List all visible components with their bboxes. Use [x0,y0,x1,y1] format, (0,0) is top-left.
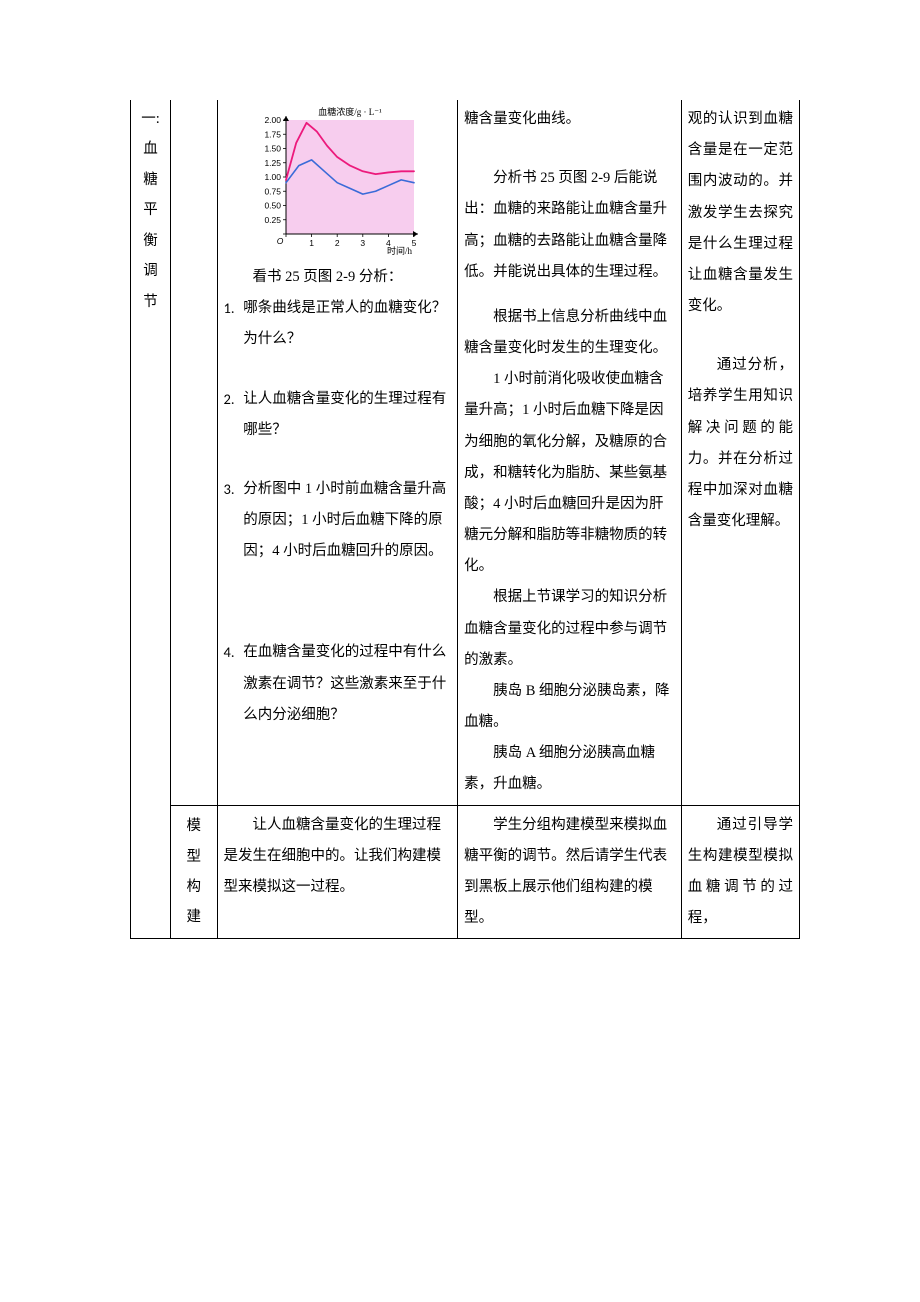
sub-label-cell: 模 型 构 建 [171,805,217,939]
sa-p2: 分析书 25 页图 2-9 后能说出：血糖的来路能让血糖含量升高；血糖的去路能让… [464,163,675,288]
sa2-p: 学生分组构建模型来模拟血糖平衡的调节。然后请学生代表到黑板上展示他们组构建的模型… [464,810,675,935]
sec-char: 平 [137,195,164,225]
sa-p4: 1 小时前消化吸收使血糖含量升高；1 小时后血糖下降是因为细胞的氧化分解，及糖原… [464,364,675,582]
intent-cell-2: 通过引导学生构建模型模拟血糖调节的过程， [681,805,799,939]
q-body: 哪条曲线是正常人的血糖变化？为什么？ [243,293,451,355]
svg-text:2.00: 2.00 [265,115,282,125]
svg-text:1.75: 1.75 [265,129,282,139]
q-body: 分析图中 1 小时前血糖含量升高的原因；1 小时后血糖下降的原因；4 小时后血糖… [243,474,451,568]
sec-char: 衡 [137,226,164,256]
svg-text:1: 1 [310,238,315,248]
sub-char: 模 [177,811,210,841]
sa-p6: 胰岛 B 细胞分泌胰岛素，降血糖。 [464,676,675,738]
sub-char: 构 [177,872,210,902]
section-label-cell: 一: 血 糖 平 衡 调 节 [131,100,171,939]
svg-text:0.75: 0.75 [265,186,282,196]
teacher-activity-cell: 0.250.500.751.001.251.501.752.0012345O血糖… [217,100,458,805]
svg-text:3: 3 [361,238,366,248]
q-num: 1. [224,293,244,355]
sub-char: 型 [177,842,210,872]
sub-char: 建 [177,902,210,932]
intent-p1: 观的认识到血糖含量是在一定范围内波动的。并激发学生去探究是什么生理过程让血糖含量… [688,104,793,322]
svg-text:0.25: 0.25 [265,215,282,225]
q-num: 3. [224,474,244,568]
svg-text:0.50: 0.50 [265,201,282,211]
q-num: 4. [224,637,244,731]
sa-p1: 糖含量变化曲线。 [464,104,675,135]
sec-char: 一: [137,104,164,134]
q4: 4. 在血糖含量变化的过程中有什么激素在调节？这些激素来至于什么内分泌细胞？ [224,637,452,731]
q-body: 让人血糖含量变化的生理过程有哪些？ [243,384,451,446]
chart-intro: 看书 25 页图 2-9 分析： [224,262,452,293]
sa-p7: 胰岛 A 细胞分泌胰高血糖素，升血糖。 [464,738,675,800]
q-body: 在血糖含量变化的过程中有什么激素在调节？这些激素来至于什么内分泌细胞？ [243,637,451,731]
svg-text:1.25: 1.25 [265,158,282,168]
sec-char: 糖 [137,165,164,195]
q3: 3. 分析图中 1 小时前血糖含量升高的原因；1 小时后血糖下降的原因；4 小时… [224,474,452,568]
svg-text:1.00: 1.00 [265,172,282,182]
student-activity-cell-2: 学生分组构建模型来模拟血糖平衡的调节。然后请学生代表到黑板上展示他们组构建的模型… [458,805,682,939]
svg-text:血糖浓度/g · L⁻¹: 血糖浓度/g · L⁻¹ [319,106,383,117]
blood-sugar-chart: 0.250.500.751.001.251.501.752.0012345O血糖… [224,106,452,256]
intent-cell: 观的认识到血糖含量是在一定范围内波动的。并激发学生去探究是什么生理过程让血糖含量… [681,100,799,805]
sec-char: 调 [137,256,164,286]
intent-p2: 通过分析，培养学生用知识解决问题的能力。并在分析过程中加深对血糖含量变化理解。 [688,350,793,537]
svg-text:5: 5 [412,238,417,248]
sa-p5: 根据上节课学习的知识分析血糖含量变化的过程中参与调节的激素。 [464,582,675,676]
student-activity-cell: 糖含量变化曲线。 分析书 25 页图 2-9 后能说出：血糖的来路能让血糖含量升… [458,100,682,805]
svg-text:O: O [277,236,284,246]
lesson-plan-table: 一: 血 糖 平 衡 调 节 0.250.500.751.001.251.501… [130,100,800,939]
svg-text:1.50: 1.50 [265,144,282,154]
q1: 1. 哪条曲线是正常人的血糖变化？为什么？ [224,293,452,355]
sa-p3: 根据书上信息分析曲线中血糖含量变化时发生的生理变化。 [464,302,675,364]
sec-char: 血 [137,134,164,164]
ta2-p: 让人血糖含量变化的生理过程是发生在细胞中的。让我们构建模型来模拟这一过程。 [224,810,452,904]
q2: 2. 让人血糖含量变化的生理过程有哪些？ [224,384,452,446]
teacher-activity-cell-2: 让人血糖含量变化的生理过程是发生在细胞中的。让我们构建模型来模拟这一过程。 [217,805,458,939]
svg-text:2: 2 [335,238,340,248]
q-num: 2. [224,384,244,446]
svg-text:时间/h: 时间/h [387,245,413,256]
sec-char: 节 [137,287,164,317]
sub-label-cell-empty [171,100,217,805]
intent2-p: 通过引导学生构建模型模拟血糖调节的过程， [688,810,793,935]
